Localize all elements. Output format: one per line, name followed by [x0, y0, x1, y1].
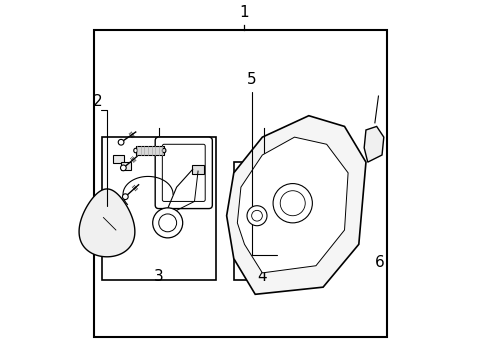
Circle shape — [120, 165, 126, 171]
Polygon shape — [226, 116, 365, 294]
FancyBboxPatch shape — [121, 162, 131, 170]
FancyBboxPatch shape — [162, 144, 205, 202]
Polygon shape — [79, 189, 135, 257]
Polygon shape — [364, 126, 383, 162]
Circle shape — [251, 210, 262, 221]
Text: 6: 6 — [375, 255, 385, 270]
Text: 3: 3 — [154, 269, 163, 284]
Circle shape — [246, 206, 266, 226]
Polygon shape — [237, 137, 347, 273]
Ellipse shape — [134, 148, 137, 153]
Circle shape — [122, 194, 128, 199]
FancyBboxPatch shape — [266, 182, 273, 188]
FancyBboxPatch shape — [252, 185, 262, 192]
Text: 5: 5 — [246, 72, 256, 87]
Text: 2: 2 — [93, 94, 102, 109]
Polygon shape — [102, 137, 216, 280]
Circle shape — [118, 139, 123, 145]
Polygon shape — [94, 30, 386, 337]
Ellipse shape — [162, 148, 165, 153]
Circle shape — [272, 184, 312, 223]
Circle shape — [152, 208, 183, 238]
Polygon shape — [233, 162, 294, 280]
Text: 4: 4 — [257, 269, 266, 284]
Circle shape — [280, 191, 305, 216]
Circle shape — [159, 214, 176, 232]
FancyBboxPatch shape — [192, 165, 203, 174]
Text: 1: 1 — [239, 5, 249, 19]
FancyBboxPatch shape — [113, 155, 123, 163]
FancyBboxPatch shape — [155, 137, 212, 208]
